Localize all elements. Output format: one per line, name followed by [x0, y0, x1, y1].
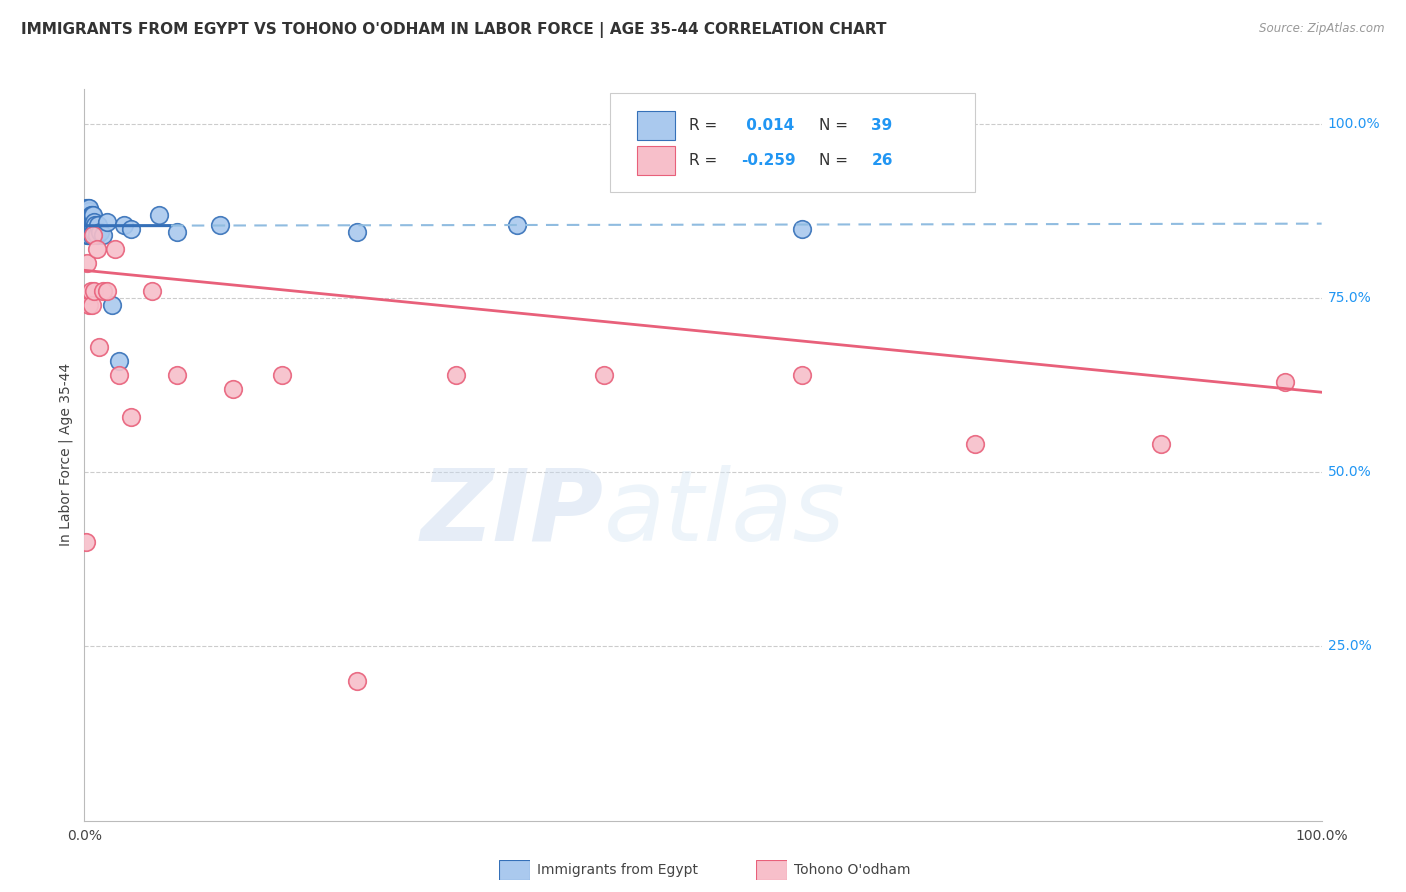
Point — [222, 382, 245, 396]
Point — [82, 208, 104, 222]
Text: N =: N = — [820, 153, 853, 168]
Point — [79, 204, 101, 219]
Point — [79, 298, 101, 312]
Point — [79, 201, 101, 215]
Text: N =: N = — [820, 119, 853, 133]
Point — [1274, 375, 1296, 389]
Text: R =: R = — [689, 153, 723, 168]
Point — [444, 368, 467, 382]
FancyBboxPatch shape — [637, 112, 675, 140]
Point — [82, 218, 104, 232]
Point — [209, 218, 232, 232]
Point — [83, 214, 105, 228]
Point — [346, 225, 368, 239]
Text: 0.014: 0.014 — [741, 119, 794, 133]
Point — [75, 201, 97, 215]
Text: 75.0%: 75.0% — [1327, 291, 1372, 305]
Text: 50.0%: 50.0% — [1327, 466, 1372, 479]
Text: R =: R = — [689, 119, 723, 133]
Point — [79, 284, 101, 298]
Point — [96, 284, 118, 298]
Point — [965, 437, 987, 451]
Point — [79, 218, 101, 232]
Text: -0.259: -0.259 — [741, 153, 796, 168]
Point — [79, 214, 101, 228]
Text: Source: ZipAtlas.com: Source: ZipAtlas.com — [1260, 22, 1385, 36]
Text: Tohono O'odham: Tohono O'odham — [794, 863, 911, 877]
Point — [108, 368, 131, 382]
Point — [1150, 437, 1173, 451]
Point — [87, 218, 110, 232]
Point — [76, 256, 98, 270]
Point — [79, 208, 101, 222]
Text: 100.0%: 100.0% — [1327, 117, 1381, 131]
Point — [80, 218, 103, 232]
Point — [83, 225, 105, 239]
Point — [76, 228, 98, 243]
Point — [77, 287, 100, 301]
Point — [141, 284, 163, 298]
FancyBboxPatch shape — [610, 93, 976, 192]
Point — [506, 218, 529, 232]
Point — [108, 354, 131, 368]
Point — [593, 368, 616, 382]
Point — [166, 368, 188, 382]
Point — [77, 201, 100, 215]
Point — [86, 243, 108, 257]
Y-axis label: In Labor Force | Age 35-44: In Labor Force | Age 35-44 — [59, 363, 73, 547]
Point — [75, 535, 97, 549]
Point — [104, 243, 127, 257]
Text: atlas: atlas — [605, 465, 845, 562]
Point — [112, 218, 135, 232]
Point — [75, 214, 97, 228]
Point — [89, 225, 111, 239]
Point — [80, 208, 103, 222]
Point — [96, 214, 118, 228]
Text: ZIP: ZIP — [420, 465, 605, 562]
Point — [77, 214, 100, 228]
Point — [79, 228, 101, 243]
Point — [120, 409, 142, 424]
Point — [100, 298, 122, 312]
Point — [76, 218, 98, 232]
Point — [80, 298, 103, 312]
Text: IMMIGRANTS FROM EGYPT VS TOHONO O'ODHAM IN LABOR FORCE | AGE 35-44 CORRELATION C: IMMIGRANTS FROM EGYPT VS TOHONO O'ODHAM … — [21, 22, 887, 38]
Point — [82, 228, 104, 243]
Point — [80, 228, 103, 243]
Point — [76, 208, 98, 222]
Point — [84, 218, 107, 232]
Point — [89, 340, 111, 354]
Point — [91, 228, 114, 243]
FancyBboxPatch shape — [637, 145, 675, 175]
Point — [346, 674, 368, 689]
Text: 25.0%: 25.0% — [1327, 640, 1372, 654]
Point — [86, 228, 108, 243]
Point — [790, 221, 813, 235]
Text: 26: 26 — [872, 153, 893, 168]
Point — [83, 284, 105, 298]
Text: Immigrants from Egypt: Immigrants from Egypt — [537, 863, 699, 877]
Point — [790, 368, 813, 382]
Point — [120, 221, 142, 235]
Text: 39: 39 — [872, 119, 893, 133]
Point — [148, 208, 170, 222]
Point — [79, 221, 101, 235]
Point — [77, 228, 100, 243]
Point — [166, 225, 188, 239]
Point — [77, 218, 100, 232]
Point — [91, 284, 114, 298]
Point — [271, 368, 294, 382]
